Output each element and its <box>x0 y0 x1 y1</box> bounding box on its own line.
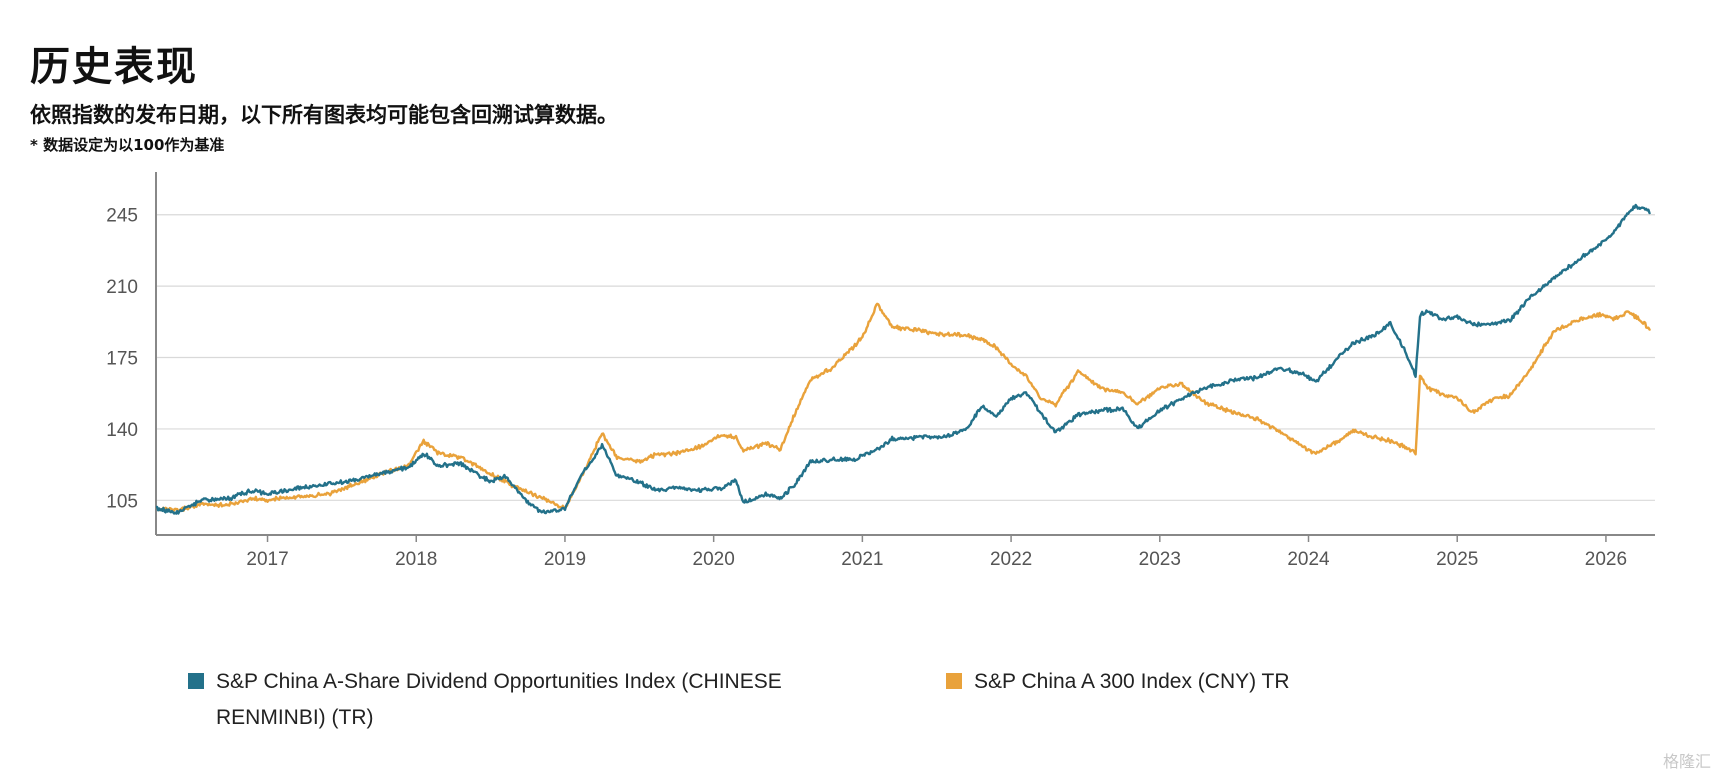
x-tick-label: 2021 <box>841 549 883 570</box>
series-line <box>155 302 1652 513</box>
x-tick-label: 2020 <box>693 549 735 570</box>
subtitle: 依照指数的发布日期，以下所有图表均可能包含回溯试算数据。 <box>30 103 618 127</box>
legend-swatch-orange <box>946 673 962 689</box>
x-tick-label: 2022 <box>990 549 1032 570</box>
legend-label: S&P China A-Share Dividend Opportunities… <box>216 670 782 729</box>
y-tick-label: 105 <box>106 491 138 512</box>
x-tick-label: 2025 <box>1436 549 1478 570</box>
base-note: * 数据设定为以100作为基准 <box>30 136 225 154</box>
x-tick-label: 2018 <box>395 549 437 570</box>
y-tick-label: 210 <box>106 277 138 298</box>
y-tick-label: 140 <box>106 420 138 441</box>
x-tick-label: 2023 <box>1139 549 1181 570</box>
chart-axes <box>155 172 1655 536</box>
y-tick-label: 175 <box>106 349 138 370</box>
x-tick-label: 2017 <box>246 549 288 570</box>
x-tick-label: 2024 <box>1287 549 1330 570</box>
x-tick-label: 2019 <box>544 549 586 570</box>
watermark-logo: 格隆汇 <box>1662 752 1711 771</box>
y-axis-ticks: 105 140 175 210 245 <box>106 206 138 513</box>
x-tick-label: 2026 <box>1585 549 1627 570</box>
x-axis-ticks: 2017 2018 2019 2020 2021 2022 2023 2024 2025 2026 <box>246 535 1627 570</box>
series-line <box>155 203 1651 515</box>
legend-label: S&P China A 300 Index (CNY) TR <box>974 670 1290 693</box>
legend-swatch-teal <box>188 673 204 689</box>
grid-lines <box>156 214 1655 501</box>
page-title: 历史表现 <box>30 44 198 90</box>
series-lines <box>155 203 1652 515</box>
y-tick-label: 245 <box>106 206 138 227</box>
